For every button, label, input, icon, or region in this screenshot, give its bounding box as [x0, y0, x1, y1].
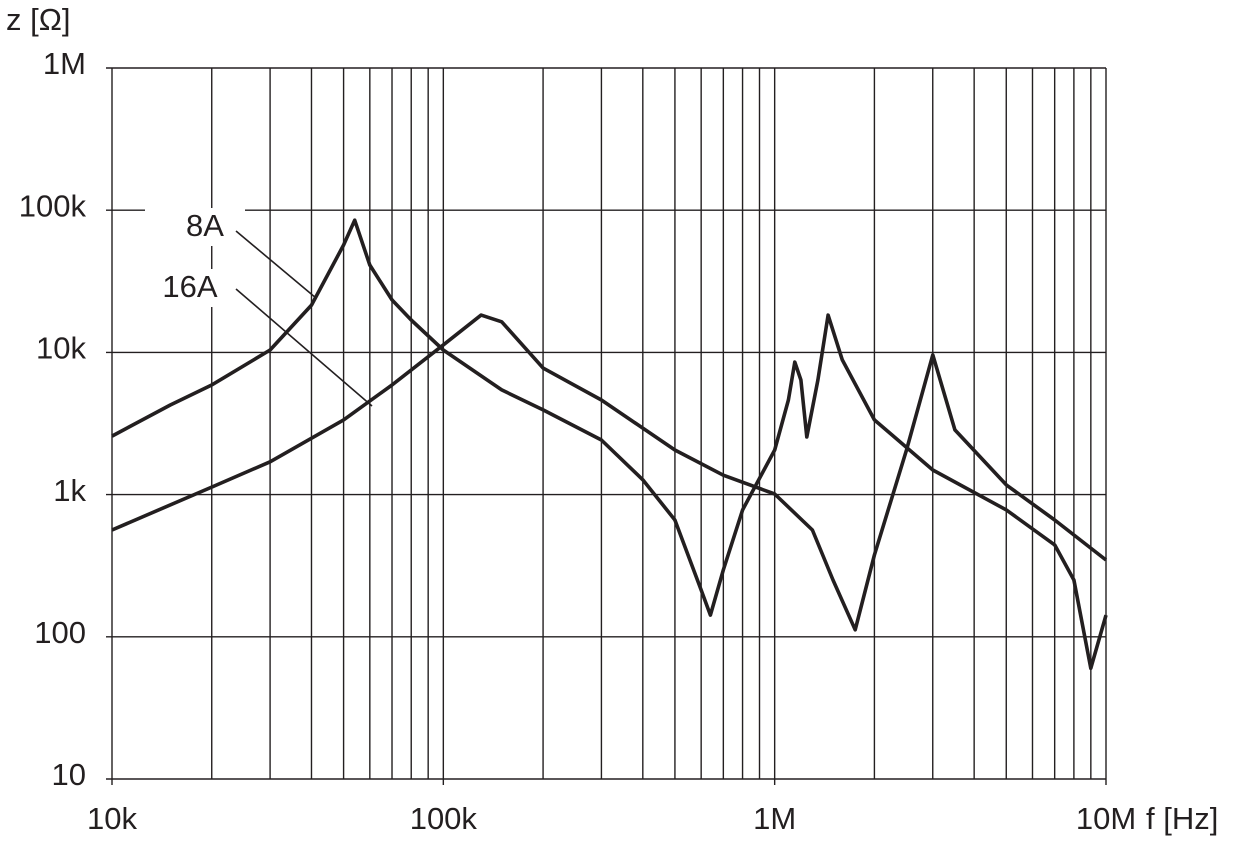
y-tick-label: 1M: [43, 46, 86, 81]
y-tick-label: 10k: [36, 331, 86, 366]
y-tick-label: 10: [52, 757, 86, 792]
y-axis-label: z [Ω]: [6, 2, 71, 37]
x-tick-label: 10k: [87, 801, 137, 836]
series-line: [111, 218, 1108, 671]
leader-line: [235, 230, 317, 299]
label-background: [145, 208, 245, 246]
leader-line: [235, 288, 373, 407]
label-background: [130, 269, 230, 307]
x-tick-label: 10M: [1076, 801, 1136, 836]
series-line: [111, 313, 1108, 632]
series-label: 8A: [186, 208, 224, 243]
x-axis-label: f [Hz]: [1146, 801, 1218, 836]
y-tick-label: 100: [34, 615, 86, 650]
y-tick-label: 1k: [53, 473, 86, 508]
series-label: 16A: [162, 269, 217, 304]
x-tick-label: 1M: [753, 801, 796, 836]
x-tick-label: 100k: [410, 801, 478, 836]
y-tick-label: 100k: [19, 188, 87, 223]
